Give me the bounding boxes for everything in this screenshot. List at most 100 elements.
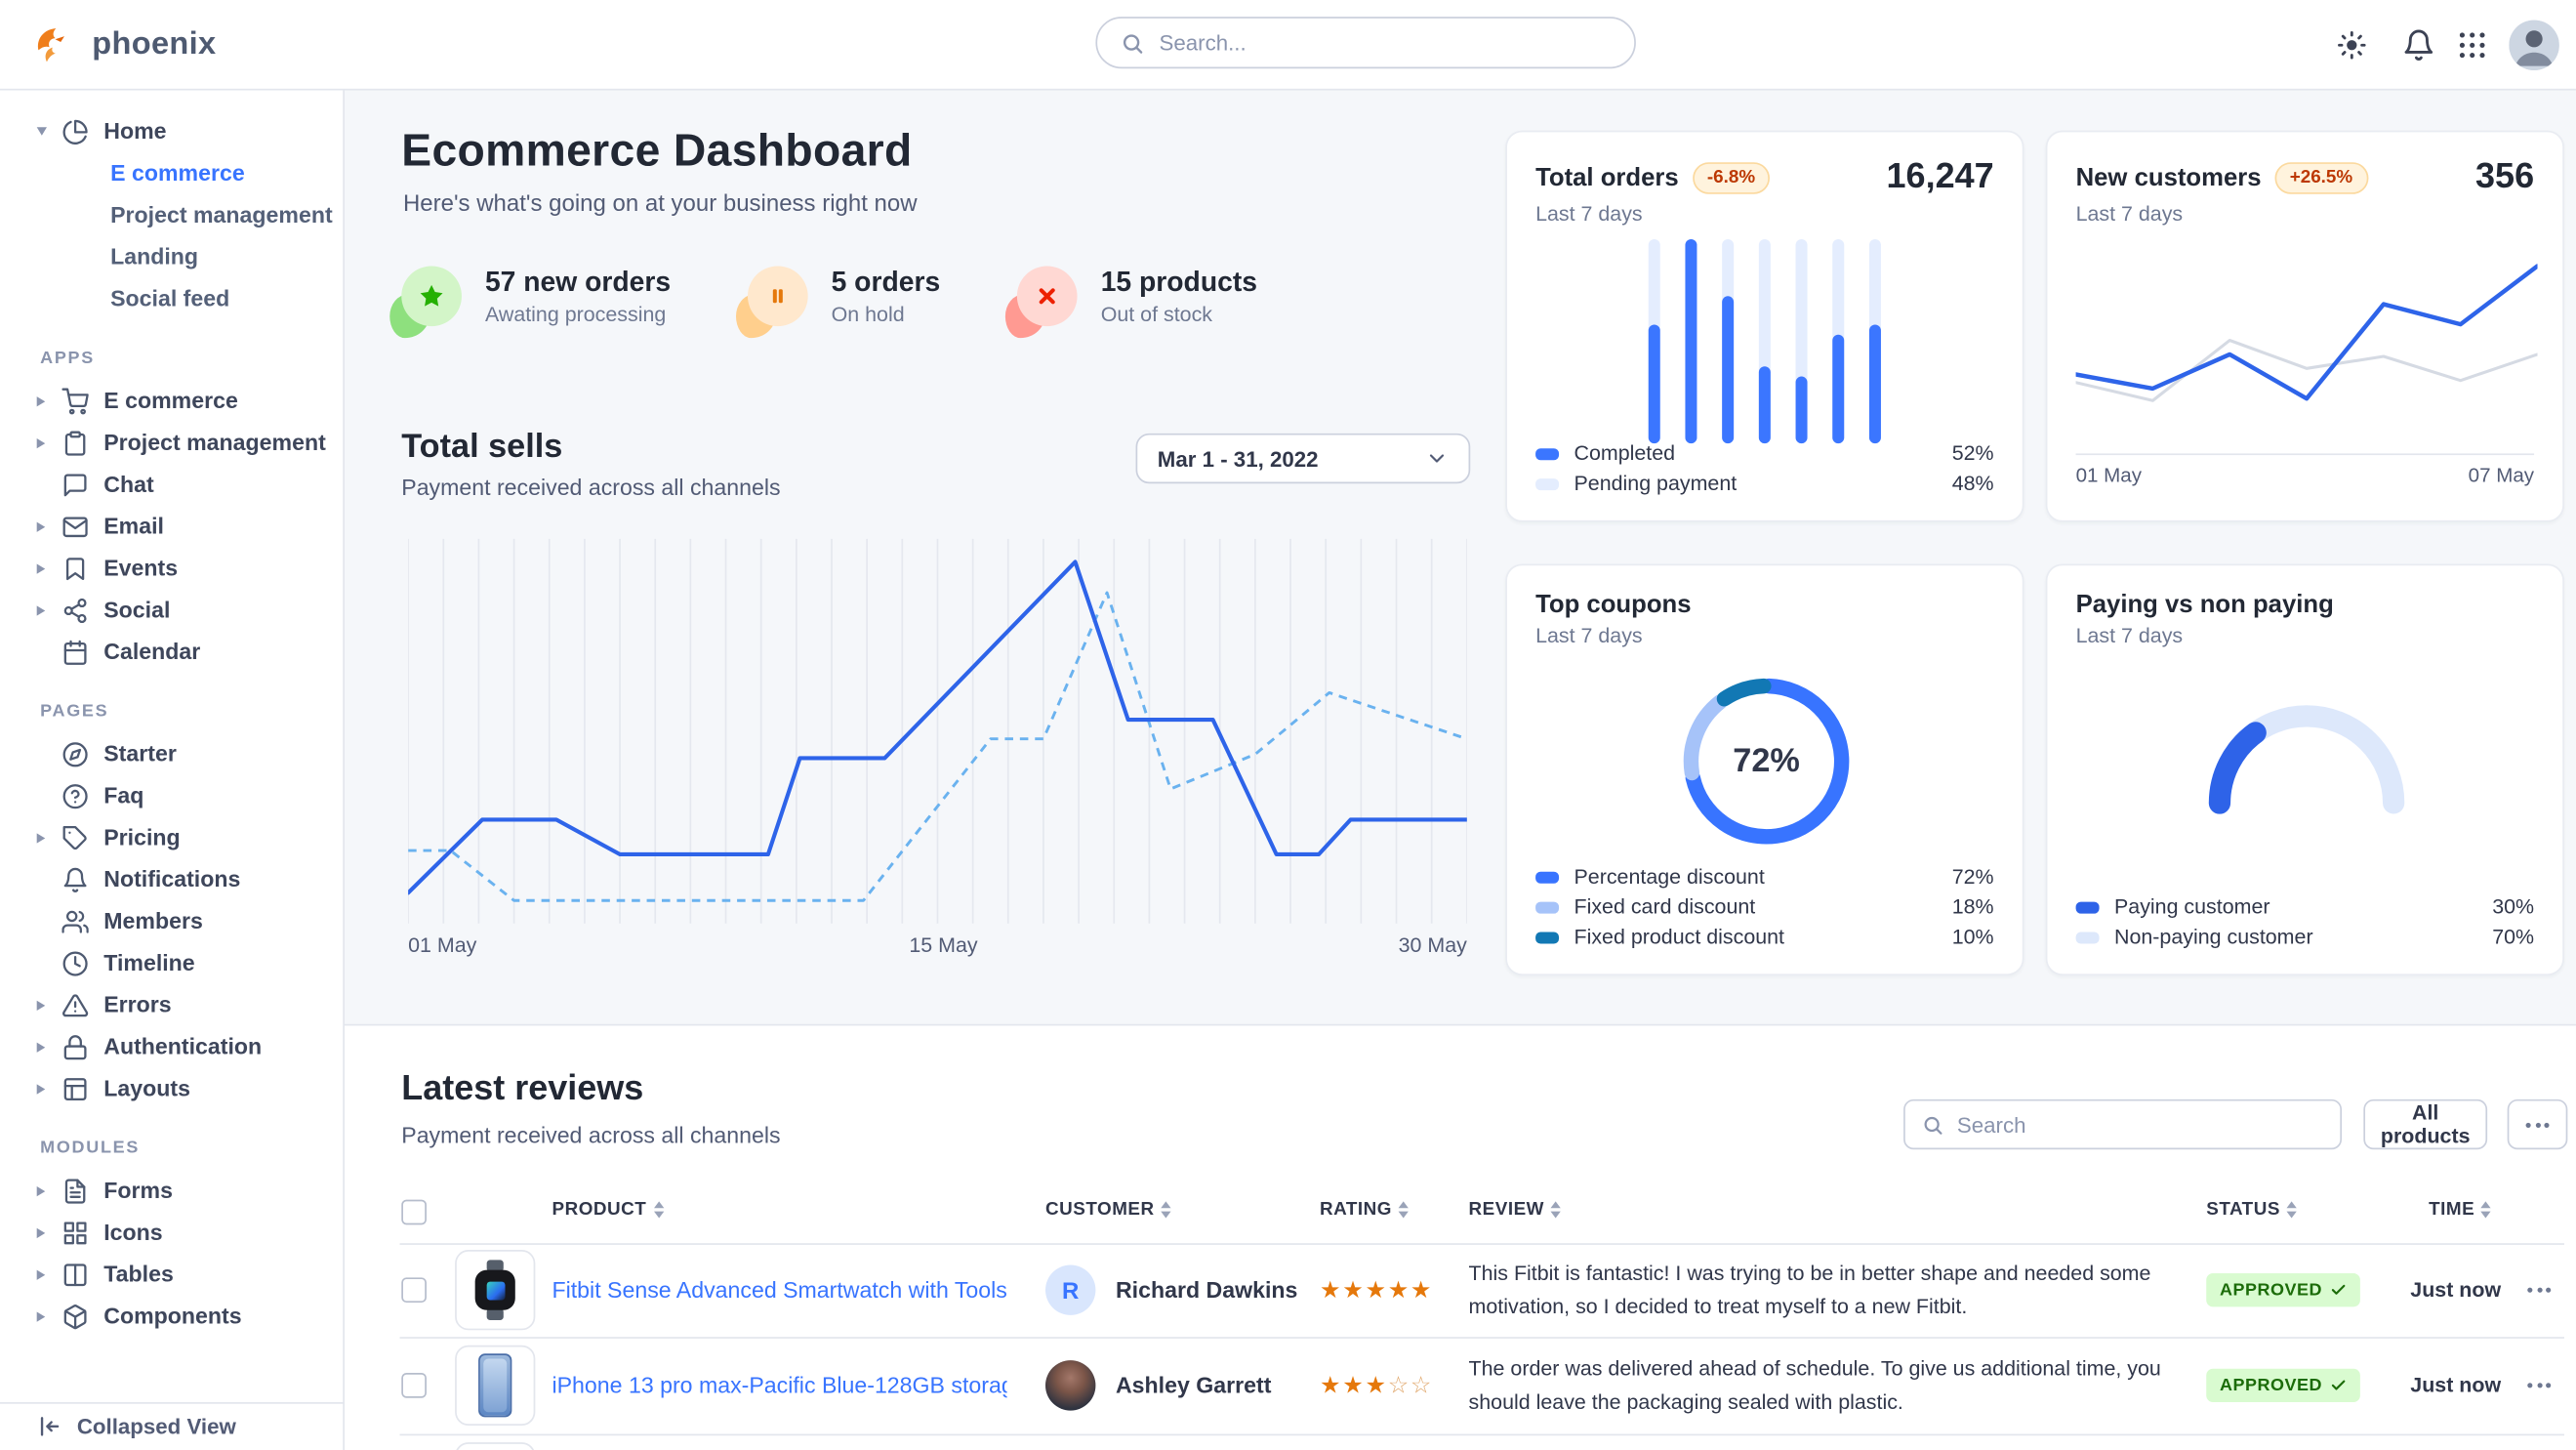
card-title: New customers	[2075, 163, 2262, 192]
date-range-select[interactable]: Mar 1 - 31, 2022	[1135, 433, 1471, 484]
reviews-title: Latest reviews	[401, 1068, 644, 1108]
sidebar-subitem-landing[interactable]: Landing	[110, 244, 199, 269]
sidebar-item-authentication[interactable]: Authentication	[0, 1025, 343, 1067]
theme-toggle-button[interactable]	[2323, 16, 2380, 72]
sidebar-item-label: Starter	[103, 741, 177, 766]
more-options-button[interactable]	[2507, 1098, 2568, 1150]
sidebar-subitem-social-feed[interactable]: Social feed	[110, 286, 230, 311]
users-icon	[61, 908, 89, 934]
row-checkbox[interactable]	[401, 1277, 427, 1304]
sidebar-item-icons[interactable]: Icons	[0, 1212, 343, 1254]
sidebar-item-chat[interactable]: Chat	[0, 464, 343, 506]
bookmark-icon	[61, 555, 88, 581]
card-value: 356	[2475, 157, 2535, 196]
sidebar-item-errors[interactable]: Errors	[0, 984, 343, 1026]
box-icon	[61, 1303, 88, 1329]
order-bar	[1758, 239, 1771, 444]
column-header-status[interactable]: STATUS	[2206, 1200, 2298, 1220]
notifications-button[interactable]	[2402, 27, 2435, 61]
sidebar-item-components[interactable]: Components	[0, 1295, 343, 1337]
sidebar-item-project-management[interactable]: Project management	[0, 422, 343, 464]
brand[interactable]: phoenix	[33, 0, 216, 89]
sidebar-item-e-commerce[interactable]: E commerce	[0, 380, 343, 422]
select-all-checkbox[interactable]	[401, 1199, 427, 1225]
sidebar-item-timeline[interactable]: Timeline	[0, 942, 343, 984]
sort-icon	[1550, 1201, 1562, 1219]
sidebar-subitem-project-management[interactable]: Project management	[110, 202, 333, 228]
collapse-icon	[40, 1417, 60, 1436]
sidebar-item-forms[interactable]: Forms	[0, 1170, 343, 1212]
sidebar-item-label: Notifications	[103, 866, 241, 892]
column-header-time[interactable]: TIME	[2429, 1200, 2492, 1220]
file-text-icon	[61, 1178, 88, 1204]
collapse-view-button[interactable]: Collapsed View	[0, 1401, 346, 1450]
sidebar-item-tables[interactable]: Tables	[0, 1253, 343, 1295]
legend-value: 48%	[1951, 472, 1994, 496]
cart-icon	[61, 387, 89, 414]
product-link[interactable]: Fitbit Sense Advanced Smartwatch with To…	[552, 1277, 1007, 1304]
help-icon	[61, 782, 88, 808]
phoenix-logo-icon	[33, 22, 77, 66]
product-link[interactable]: iPhone 13 pro max-Pacific Blue-128GB sto…	[552, 1373, 1007, 1398]
pie-chart-icon	[62, 118, 88, 145]
row-checkbox[interactable]	[401, 1373, 427, 1398]
sidebar-item-label: Tables	[103, 1262, 174, 1287]
stat-on-hold: 5 orders On hold	[735, 266, 940, 339]
row-actions-button[interactable]	[2527, 1383, 2552, 1388]
sidebar-item-email[interactable]: Email	[0, 506, 343, 548]
page-subtitle: Here's what's going on at your business …	[402, 188, 918, 217]
column-header-customer[interactable]: CUSTOMER	[1045, 1200, 1171, 1220]
new-customers-line-chart	[2075, 246, 2538, 447]
reviews-search-input[interactable]: Search	[1903, 1098, 2343, 1150]
layout-icon	[61, 1075, 88, 1101]
box-icon	[63, 1304, 87, 1329]
sidebar-section-label: APPS	[40, 348, 95, 368]
sidebar-subitem-e-commerce[interactable]: E commerce	[110, 160, 245, 186]
coupons-donut-chart: 72%	[1674, 669, 1858, 852]
legend-value: 18%	[1951, 894, 1994, 919]
chat-icon	[63, 473, 87, 496]
card-title: Total orders	[1535, 163, 1679, 192]
card-title: Paying vs non paying	[2075, 590, 2334, 620]
caret-right-icon	[36, 1083, 62, 1094]
avatar-image	[2509, 19, 2559, 70]
sidebar-item-pricing[interactable]: Pricing	[0, 816, 343, 858]
bell-icon	[2404, 28, 2433, 61]
sidebar-item-layouts[interactable]: Layouts	[0, 1067, 343, 1109]
column-header-rating[interactable]: RATING	[1320, 1200, 1410, 1220]
global-search-input[interactable]: Search...	[1095, 17, 1636, 69]
sidebar-item-starter[interactable]: Starter	[0, 733, 343, 775]
x-tick-label: 01 May	[408, 933, 477, 958]
caret-right-icon	[36, 1041, 62, 1052]
x-tick-label: 30 May	[1398, 933, 1467, 958]
sidebar-item-social[interactable]: Social	[0, 589, 343, 631]
legend-label: Percentage discount	[1574, 864, 1765, 889]
order-bar	[1832, 239, 1845, 444]
search-icon	[1924, 1115, 1942, 1135]
column-header-review[interactable]: REVIEW	[1469, 1200, 1562, 1220]
sidebar-item-events[interactable]: Events	[0, 547, 343, 589]
sun-icon	[2337, 29, 2367, 60]
orders-bar-chart	[1648, 239, 1881, 444]
all-products-button[interactable]: All products	[2363, 1098, 2488, 1150]
profile-avatar[interactable]	[2509, 19, 2559, 70]
sidebar-item-home[interactable]: Home	[0, 110, 343, 152]
sidebar-item-notifications[interactable]: Notifications	[0, 858, 343, 900]
sidebar-item-calendar[interactable]: Calendar	[0, 631, 343, 673]
search-icon	[1922, 1113, 1943, 1135]
row-actions-button[interactable]	[2527, 1287, 2552, 1293]
mail-icon	[61, 513, 88, 539]
product-thumbnail[interactable]	[455, 1250, 536, 1331]
legend-value: 70%	[2492, 925, 2535, 949]
legend-row: Fixed card discount 18%	[1535, 891, 1994, 922]
product-thumbnail[interactable]	[455, 1345, 536, 1426]
apps-menu-button[interactable]	[2457, 29, 2487, 60]
help-icon	[62, 783, 88, 808]
sidebar-item-members[interactable]: Members	[0, 900, 343, 942]
caret-right-icon	[36, 437, 62, 448]
column-header-product[interactable]: PRODUCT	[552, 1200, 664, 1220]
sidebar-item-faq[interactable]: Faq	[0, 774, 343, 816]
total-orders-card: Total orders -6.8% 16,247 Last 7 days Co…	[1505, 130, 2024, 522]
sidebar-item-label: Pricing	[103, 824, 181, 850]
stats-row: 57 new orders Awating processing 5 orders O…	[389, 260, 1257, 339]
